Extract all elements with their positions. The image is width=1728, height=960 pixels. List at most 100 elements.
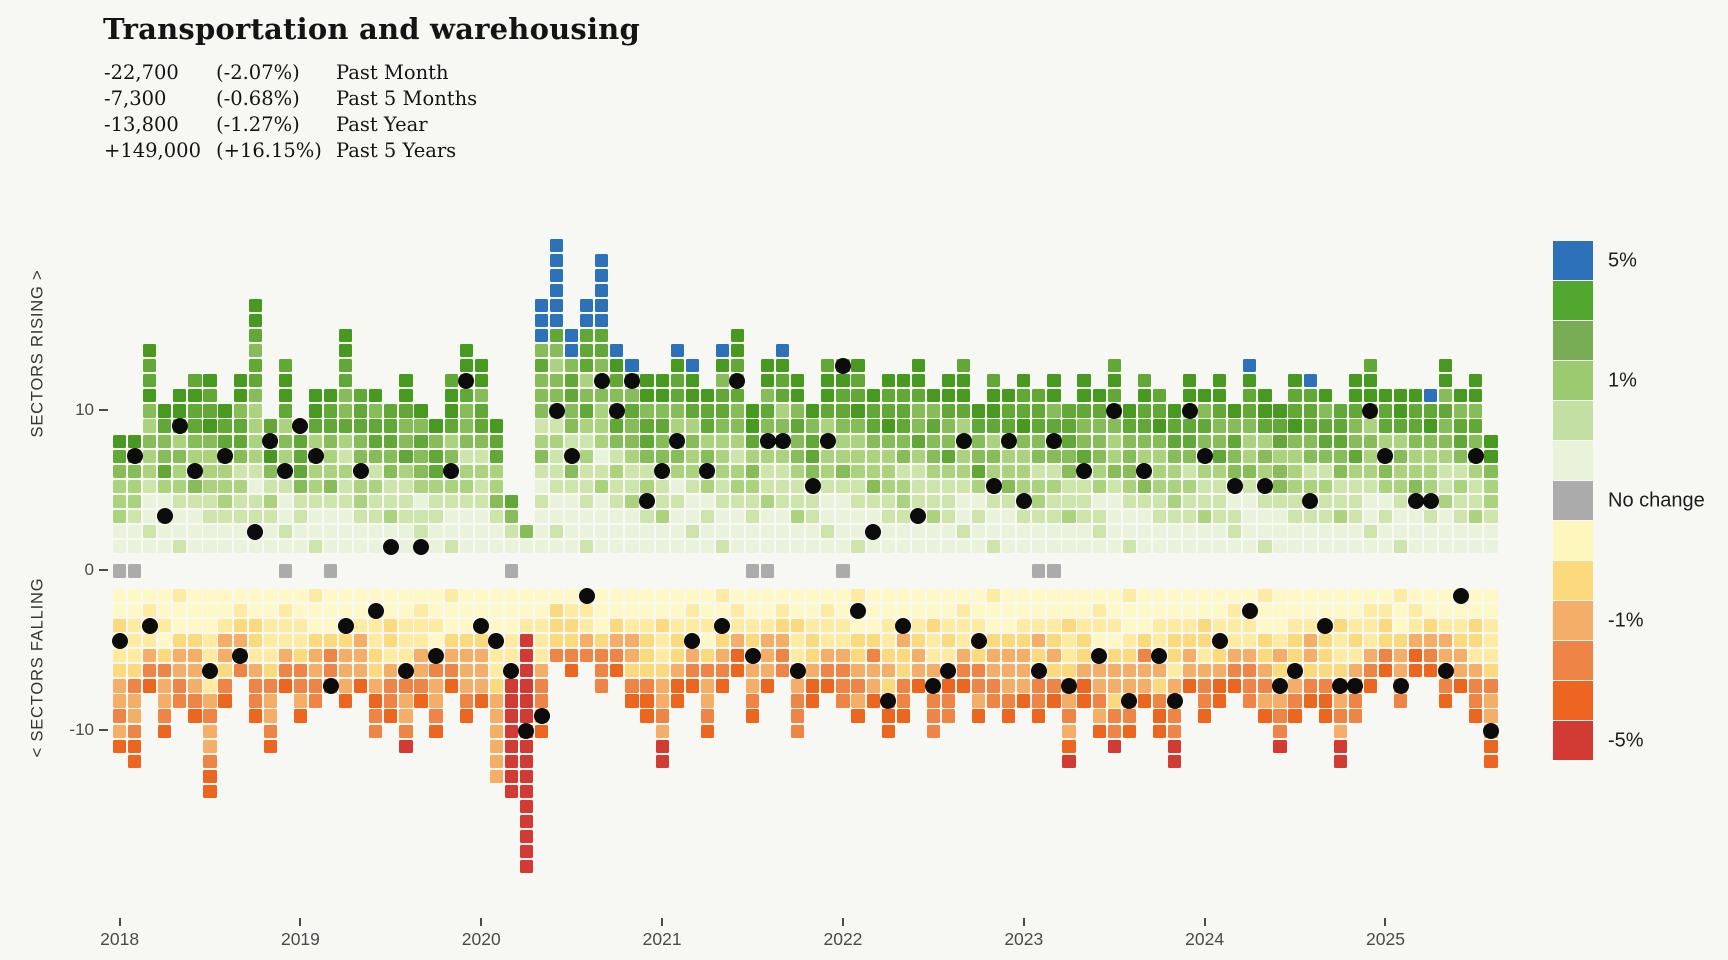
sector-cell-falling[interactable]	[128, 679, 142, 693]
sector-cell-rising[interactable]	[1137, 404, 1151, 418]
sector-cell-falling[interactable]	[655, 649, 669, 663]
sector-cell-falling[interactable]	[1393, 649, 1408, 663]
sector-cell-falling[interactable]	[1062, 634, 1076, 648]
sector-cell-falling[interactable]	[1258, 588, 1272, 603]
sector-cell-rising[interactable]	[1243, 404, 1257, 418]
sector-cell-falling[interactable]	[1167, 739, 1182, 753]
sector-cell-rising[interactable]	[550, 524, 564, 539]
sector-cell-falling[interactable]	[610, 588, 624, 603]
sector-cell-nochange[interactable]	[113, 564, 127, 578]
sector-cell-rising[interactable]	[1409, 389, 1423, 403]
sector-cell-rising[interactable]	[655, 434, 669, 448]
sector-cell-falling[interactable]	[278, 634, 292, 648]
sector-cell-falling[interactable]	[987, 664, 1001, 678]
sector-cell-falling[interactable]	[1409, 603, 1423, 618]
sector-cell-rising[interactable]	[896, 479, 910, 493]
sector-cell-rising[interactable]	[715, 374, 729, 388]
sector-cell-falling[interactable]	[1454, 634, 1468, 648]
sector-cell-falling[interactable]	[519, 709, 534, 723]
sector-cell-falling[interactable]	[293, 694, 308, 708]
sector-cell-falling[interactable]	[1393, 634, 1408, 648]
sector-cell-rising[interactable]	[550, 329, 564, 343]
sector-cell-rising[interactable]	[866, 434, 880, 448]
sector-cell-rising[interactable]	[941, 509, 956, 524]
sector-cell-rising[interactable]	[580, 329, 594, 343]
sector-cell-falling[interactable]	[791, 603, 805, 618]
sector-cell-falling[interactable]	[534, 634, 549, 648]
sector-cell-falling[interactable]	[534, 603, 549, 618]
sector-cell-rising[interactable]	[248, 540, 262, 554]
sector-cell-rising[interactable]	[941, 389, 956, 403]
sector-cell-falling[interactable]	[1092, 634, 1106, 648]
sector-cell-rising[interactable]	[866, 404, 880, 418]
sector-cell-rising[interactable]	[745, 524, 760, 539]
sector-cell-rising[interactable]	[263, 479, 277, 493]
sector-cell-rising[interactable]	[1288, 374, 1302, 388]
sector-cell-rising[interactable]	[143, 404, 157, 418]
sector-cell-rising[interactable]	[113, 540, 127, 554]
sector-cell-rising[interactable]	[685, 494, 699, 508]
sector-cell-rising[interactable]	[1017, 449, 1031, 463]
sector-cell-falling[interactable]	[1002, 679, 1016, 693]
sector-cell-falling[interactable]	[806, 679, 820, 693]
sector-cell-rising[interactable]	[1002, 540, 1016, 554]
sector-cell-falling[interactable]	[1107, 709, 1121, 723]
sector-cell-rising[interactable]	[1077, 509, 1091, 524]
sector-cell-falling[interactable]	[263, 603, 277, 618]
sector-cell-rising[interactable]	[1393, 464, 1408, 478]
sector-cell-rising[interactable]	[293, 509, 308, 524]
sector-cell-falling[interactable]	[1002, 694, 1016, 708]
sector-cell-rising[interactable]	[399, 524, 413, 539]
sector-cell-rising[interactable]	[1243, 494, 1257, 508]
sector-cell-falling[interactable]	[1424, 634, 1438, 648]
sector-cell-rising[interactable]	[851, 374, 865, 388]
sector-cell-rising[interactable]	[1333, 419, 1347, 433]
sector-cell-falling[interactable]	[113, 664, 127, 678]
sector-cell-rising[interactable]	[580, 359, 594, 373]
sector-cell-falling[interactable]	[158, 649, 172, 663]
sector-cell-rising[interactable]	[896, 464, 910, 478]
sector-cell-rising[interactable]	[1393, 449, 1408, 463]
sector-cell-falling[interactable]	[941, 649, 956, 663]
sector-cell-rising[interactable]	[414, 494, 428, 508]
sector-cell-rising[interactable]	[595, 389, 609, 403]
sector-cell-falling[interactable]	[685, 619, 699, 633]
sector-cell-rising[interactable]	[1092, 449, 1106, 463]
sector-cell-rising[interactable]	[143, 374, 157, 388]
sector-cell-falling[interactable]	[926, 709, 940, 723]
sector-cell-falling[interactable]	[504, 739, 518, 753]
sector-cell-rising[interactable]	[1424, 540, 1438, 554]
sector-cell-falling[interactable]	[1122, 709, 1136, 723]
sector-cell-falling[interactable]	[926, 588, 940, 603]
sector-cell-rising[interactable]	[444, 540, 458, 554]
sector-cell-falling[interactable]	[625, 679, 639, 693]
sector-cell-falling[interactable]	[806, 634, 820, 648]
sector-cell-rising[interactable]	[987, 404, 1001, 418]
sector-cell-falling[interactable]	[836, 664, 850, 678]
sector-cell-falling[interactable]	[263, 588, 277, 603]
sector-cell-falling[interactable]	[1424, 649, 1438, 663]
sector-cell-rising[interactable]	[278, 434, 292, 448]
sector-cell-rising[interactable]	[339, 329, 353, 343]
sector-cell-rising[interactable]	[595, 404, 609, 418]
sector-cell-rising[interactable]	[791, 434, 805, 448]
sector-cell-rising[interactable]	[1243, 509, 1257, 524]
sector-cell-falling[interactable]	[1333, 754, 1347, 768]
sector-cell-rising[interactable]	[851, 464, 865, 478]
sector-cell-falling[interactable]	[248, 603, 262, 618]
sector-cell-rising[interactable]	[158, 479, 172, 493]
sector-cell-rising[interactable]	[625, 449, 639, 463]
sector-cell-rising[interactable]	[188, 419, 202, 433]
sector-cell-rising[interactable]	[1182, 509, 1197, 524]
sector-cell-rising[interactable]	[1107, 374, 1121, 388]
sector-cell-falling[interactable]	[700, 619, 714, 633]
sector-cell-rising[interactable]	[429, 540, 443, 554]
sector-cell-rising[interactable]	[640, 389, 654, 403]
sector-cell-rising[interactable]	[1439, 449, 1453, 463]
sector-cell-falling[interactable]	[1469, 664, 1483, 678]
sector-cell-rising[interactable]	[700, 509, 714, 524]
sector-cell-rising[interactable]	[1348, 540, 1362, 554]
sector-cell-falling[interactable]	[670, 694, 684, 708]
sector-cell-rising[interactable]	[730, 524, 745, 539]
sector-cell-rising[interactable]	[1378, 494, 1393, 508]
